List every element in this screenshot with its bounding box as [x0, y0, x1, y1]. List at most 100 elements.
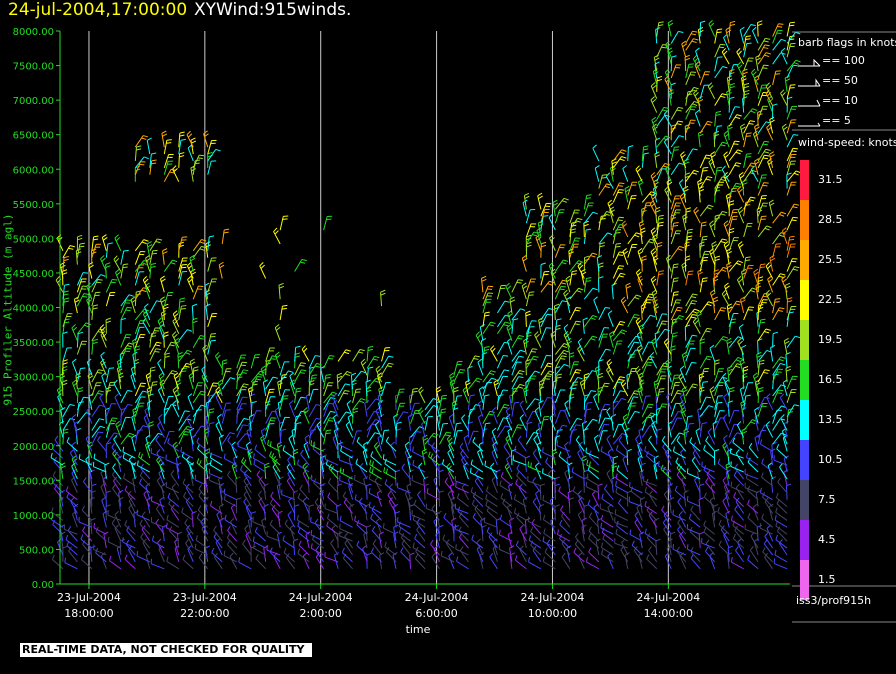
wind-barb [678, 372, 687, 390]
wind-barb [506, 455, 513, 473]
wind-barb [80, 554, 93, 570]
wind-barb [440, 550, 455, 563]
wind-barb [384, 479, 397, 494]
wind-barb [554, 389, 566, 404]
wind-barb [643, 476, 657, 487]
wind-barb [379, 414, 385, 431]
wind-barb [217, 413, 223, 431]
legend-speed-label: 4.5 [818, 533, 836, 546]
wind-barb [263, 503, 269, 521]
wind-barb [257, 490, 267, 507]
wind-barb [656, 388, 665, 403]
wind-barb [332, 434, 339, 452]
wind-barb [181, 507, 194, 521]
wind-barb [178, 257, 188, 272]
wind-barb [511, 383, 525, 397]
wind-barb [82, 539, 93, 556]
wind-barb [101, 496, 107, 514]
wind-barb [593, 434, 600, 452]
wind-barb [490, 345, 498, 362]
wind-barb [728, 20, 736, 37]
wind-barb [166, 514, 180, 528]
wind-barb [150, 558, 165, 570]
wind-barb [472, 512, 484, 528]
wind-barb [453, 525, 459, 542]
wind-barb [680, 151, 687, 169]
legend-swatch [800, 160, 809, 200]
wind-barb [387, 490, 397, 507]
wind-barb [71, 358, 78, 376]
chart-title-date: 24-jul-2004,17:00:00 [8, 0, 188, 20]
wind-barb [499, 514, 513, 528]
wind-barb [197, 443, 209, 459]
wind-barb [265, 347, 275, 362]
wind-barb [78, 453, 93, 466]
wind-barb [221, 402, 231, 417]
wind-barb [223, 550, 237, 563]
wind-barb [276, 441, 283, 459]
wind-barb [776, 526, 788, 542]
wind-barb [91, 304, 99, 320]
wind-barb [670, 162, 684, 176]
wind-barb [726, 337, 732, 355]
wind-barb [190, 137, 197, 155]
wind-barb [497, 321, 511, 335]
wind-barb [207, 333, 217, 348]
wind-barb [172, 400, 180, 417]
wind-barb [236, 389, 247, 404]
wind-barb [337, 411, 351, 424]
wind-barb [274, 469, 281, 487]
wind-barb [776, 499, 788, 514]
wind-barb [699, 204, 714, 217]
wind-barb [368, 488, 382, 501]
wind-barb [396, 482, 411, 494]
wind-barb [208, 468, 223, 480]
wind-barb [652, 296, 658, 314]
wind-barb [612, 390, 626, 404]
wind-barb [477, 400, 484, 417]
wind-barb [583, 335, 598, 348]
wind-barb [293, 504, 300, 521]
wind-barb [163, 160, 174, 175]
wind-barb [314, 518, 325, 535]
wind-barb [635, 268, 643, 286]
wind-barb [561, 511, 571, 528]
wind-barb [375, 365, 383, 383]
wind-barb [598, 382, 610, 397]
wind-barb [482, 346, 490, 362]
wind-barb [627, 410, 640, 424]
legend-swatch [800, 320, 809, 360]
wind-barb [598, 183, 612, 196]
wind-barb [685, 362, 697, 376]
wind-barb [215, 538, 223, 556]
wind-barb [316, 504, 325, 521]
wind-barb [371, 505, 382, 521]
wind-barb [279, 389, 291, 404]
wind-barb [92, 461, 107, 473]
wind-barb [197, 505, 209, 521]
wind-barb [433, 476, 440, 493]
wind-barb [120, 403, 133, 417]
wind-barb [598, 276, 604, 293]
wind-barb [105, 490, 111, 507]
wind-barb [699, 327, 712, 341]
wind-barb [105, 317, 112, 334]
wind-barb [540, 307, 554, 321]
wind-barb [221, 377, 236, 390]
wind-barb [236, 396, 248, 411]
wind-barb [728, 187, 737, 203]
wind-barb [511, 318, 519, 334]
wind-barb [598, 174, 608, 189]
wind-barb [384, 541, 397, 556]
wind-barb [583, 194, 592, 210]
wind-barb [516, 471, 527, 487]
wind-barb [136, 460, 151, 473]
wind-barb [749, 546, 759, 563]
wind-barb [410, 402, 420, 417]
wind-barb [401, 463, 411, 480]
wind-barb [586, 459, 600, 473]
wind-barb [442, 534, 455, 549]
wind-barb [308, 355, 321, 369]
wind-barb [159, 324, 165, 341]
wind-barb [612, 216, 624, 231]
